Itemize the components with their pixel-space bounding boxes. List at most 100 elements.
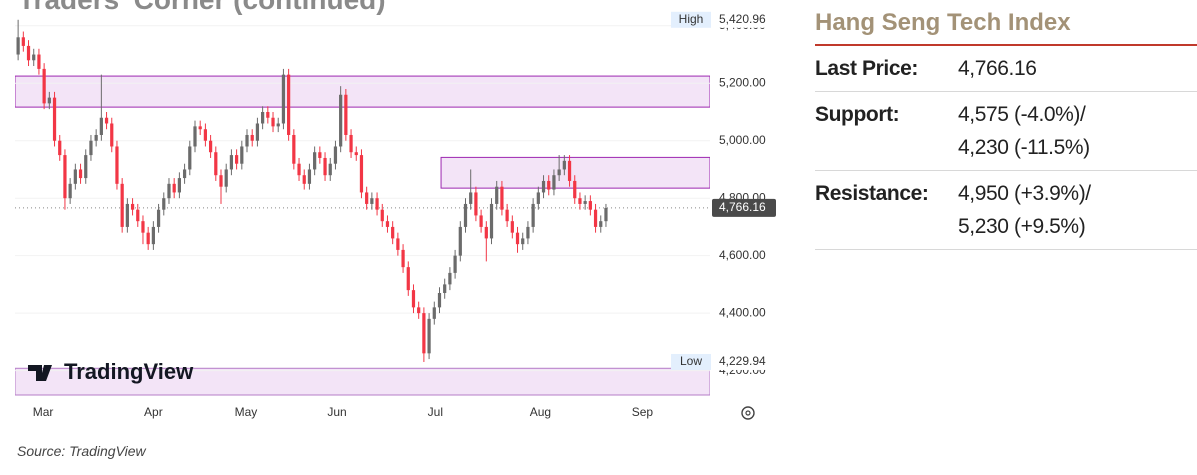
logo-icon [28,365,52,381]
candle-body [52,97,57,141]
last-price-tag: 4,766.16 [719,200,766,214]
candle-body [229,155,234,170]
source-note: Source: TradingView [17,443,146,459]
candle-body [375,198,379,210]
candle-body [463,203,468,227]
panel-title: Hang Seng Tech Index [815,0,1197,46]
candle-body [167,183,171,199]
candle-body [261,111,265,124]
candle-body [474,192,478,216]
marker-value-bg [712,11,776,28]
candle-body [266,111,270,118]
candle-body [365,192,369,204]
candle-body [146,232,150,245]
candle-body [427,318,431,354]
candle-body [521,238,525,245]
chart: TradingView 4,200.004,400.004,600.004,80… [15,11,776,420]
candle-body [448,272,452,285]
candle-body [245,134,249,147]
row-value: 4,575 (-4.0%)/ [958,103,1086,126]
marker-tag: Low [680,354,702,368]
candle-body [94,134,98,141]
candle-body [47,97,51,104]
candle-body [437,293,442,308]
candle-body [130,203,135,210]
info-panel: Hang Seng Tech Index Last Price: 4,766.16… [815,0,1197,250]
candle-body [396,238,400,250]
candle-body [68,183,72,199]
candle-body [99,117,103,135]
y-tick-label: 4,400.00 [719,305,766,319]
candle-body [359,155,364,193]
candle-body [453,255,457,273]
candle-body [302,175,306,184]
candle-body [224,169,228,187]
candle-body [219,175,223,187]
candle-body [354,152,358,156]
marker-value: 5,420.96 [719,12,766,26]
candle-body [443,284,447,294]
candle-body [162,198,166,210]
settings-icon[interactable] [741,406,755,420]
x-tick-label: Aug [530,405,551,419]
marker-tag: High [679,12,704,26]
row-label: Support: [815,103,900,126]
candle-body [593,209,598,227]
row-value-cell: 4,766.16 [958,52,1037,85]
y-tick-label: 5,200.00 [719,75,766,89]
candle-body [188,146,192,170]
row-value: 5,230 (+9.5%) [958,215,1086,238]
candle-body [417,307,421,314]
candle-body [281,74,286,124]
candle-body [136,209,140,222]
candle-body [110,123,114,147]
candle-body [37,54,41,69]
candle-body [510,221,514,233]
zone [15,75,710,108]
candle-body [78,169,83,179]
candle-body [479,215,483,227]
row-value: 4,766.16 [958,57,1037,80]
candle-body [16,37,20,55]
candle-body [333,146,338,164]
panel-rows: Last Price: 4,766.16 Support: 4,575 (-4.0%)… [815,46,1197,250]
candle-body [84,155,88,179]
candle-body [182,169,187,179]
candle-body [120,183,124,227]
candle-body [531,203,535,227]
candle-body [573,180,577,199]
candle-body [42,68,46,104]
candle-body [89,140,93,156]
candle-body [276,123,280,127]
candle-body [458,226,462,256]
candle-body [240,146,244,164]
table-row: Last Price: 4,766.16 [815,46,1197,92]
candle-body [370,198,374,204]
last-price-tag-bg [712,198,776,217]
row-label-cell: Support: [815,98,958,164]
row-value: 4,230 (-11.5%) [958,136,1090,159]
candle-body [297,163,301,176]
candle-body [515,232,520,245]
candle-body [557,169,561,176]
candle-body [115,146,119,184]
plot-area: TradingView [15,19,710,396]
row-value: 4,950 (+3.9%)/ [958,182,1091,205]
candle-body [328,163,332,176]
x-tick-label: Sep [632,405,654,419]
candle-body [172,183,176,193]
row-label: Resistance: [815,182,929,205]
candle-body [214,152,218,176]
candle-body [604,207,608,222]
candle-body [208,140,213,153]
candle-body [307,169,312,184]
candle-body [578,198,582,204]
zone [15,367,710,396]
candle-body [391,226,395,239]
candle-body [26,45,31,61]
candle-body [432,307,436,319]
marker-tag-bg [671,353,711,370]
candle-body [526,226,530,239]
candle-body [385,221,390,227]
x-tick-label: Apr [144,405,163,419]
